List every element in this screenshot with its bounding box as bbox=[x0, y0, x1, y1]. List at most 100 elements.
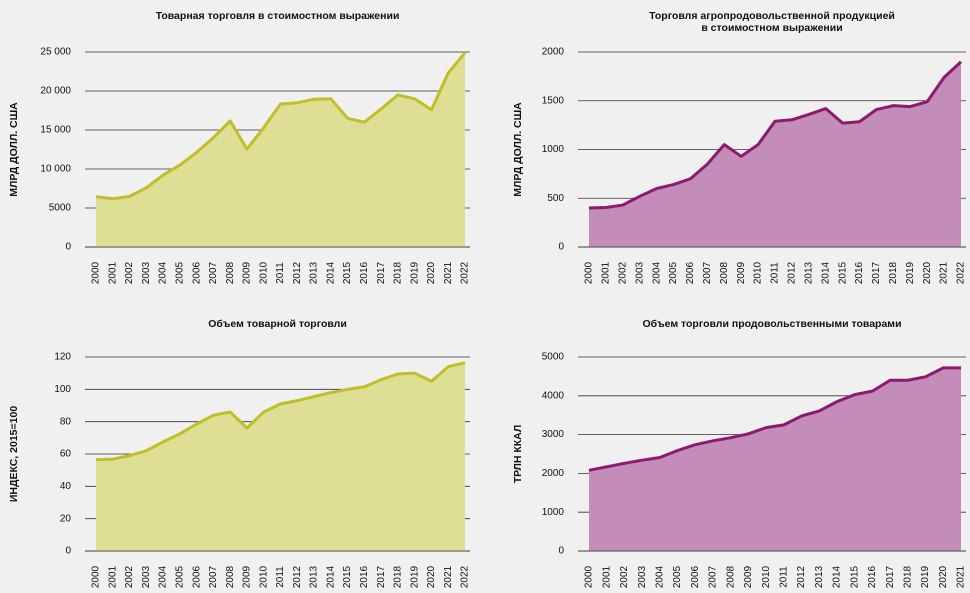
x-tick-label: 2002 bbox=[617, 261, 628, 284]
x-tick-label: 2015 bbox=[342, 261, 353, 284]
x-tick-label: 2006 bbox=[690, 565, 701, 588]
x-tick-label: 2003 bbox=[637, 565, 648, 588]
x-tick-label: 2011 bbox=[275, 262, 286, 284]
area bbox=[96, 362, 465, 551]
x-tick-label: 2008 bbox=[225, 565, 236, 588]
x-tick-label: 2003 bbox=[141, 261, 152, 284]
y-tick-label: 2000 bbox=[542, 468, 565, 479]
x-tick-label: 2004 bbox=[654, 565, 665, 588]
x-tick-label: 2007 bbox=[208, 261, 219, 284]
y-tick-label: 1500 bbox=[542, 95, 565, 106]
chart-title: Объем торговли продовольственными товара… bbox=[642, 318, 901, 330]
x-tick-label: 2014 bbox=[832, 565, 843, 588]
x-tick-label: 2012 bbox=[292, 261, 303, 284]
y-tick-label: 100 bbox=[54, 384, 71, 395]
chart-title: Товарная торговля в стоимостном выражени… bbox=[156, 10, 400, 22]
y-tick-label: 20 bbox=[60, 513, 72, 524]
x-tick-label: 2002 bbox=[619, 565, 630, 588]
y-axis-label: МЛРД ДОЛЛ. США bbox=[8, 102, 20, 197]
y-axis-label: МЛРД ДОЛЛ. США bbox=[512, 102, 524, 197]
x-tick-label: 2011 bbox=[778, 566, 789, 588]
x-tick-label: 2020 bbox=[426, 565, 437, 588]
x-tick-label: 2015 bbox=[837, 261, 848, 284]
x-tick-label: 2005 bbox=[175, 565, 186, 588]
x-tick-label: 2012 bbox=[292, 565, 303, 588]
x-tick-label: 2009 bbox=[736, 261, 747, 284]
x-tick-label: 2019 bbox=[409, 565, 420, 588]
x-tick-label: 2018 bbox=[888, 261, 899, 284]
y-tick-label: 0 bbox=[65, 546, 71, 557]
line bbox=[95, 51, 467, 201]
x-tick-label: 2002 bbox=[124, 261, 135, 284]
x-tick-label: 2000 bbox=[91, 565, 102, 588]
x-tick-label: 2013 bbox=[814, 565, 825, 588]
x-tick-label: 2001 bbox=[107, 565, 118, 588]
y-tick-label: 25 000 bbox=[40, 47, 71, 58]
x-tick-label: 2007 bbox=[708, 565, 719, 588]
y-tick-label: 0 bbox=[558, 242, 564, 253]
y-tick-label: 1000 bbox=[542, 144, 565, 155]
chart-title: Объем товарной торговли bbox=[208, 318, 347, 330]
x-tick-label: 2010 bbox=[753, 261, 764, 284]
x-tick-label: 2009 bbox=[743, 565, 754, 588]
y-tick-label: 0 bbox=[65, 242, 71, 253]
x-tick-label: 2011 bbox=[770, 262, 781, 284]
x-tick-label: 2000 bbox=[584, 565, 595, 588]
x-tick-label: 2022 bbox=[956, 261, 967, 284]
x-tick-label: 2003 bbox=[634, 261, 645, 284]
x-tick-label: 2016 bbox=[359, 261, 370, 284]
x-tick-label: 2015 bbox=[849, 565, 860, 588]
x-tick-label: 2010 bbox=[258, 565, 269, 588]
x-tick-label: 2006 bbox=[191, 261, 202, 284]
x-tick-label: 2013 bbox=[803, 261, 814, 284]
x-tick-label: 2017 bbox=[885, 565, 896, 588]
area bbox=[589, 61, 961, 247]
x-tick-label: 2008 bbox=[225, 261, 236, 284]
x-tick-label: 2001 bbox=[601, 565, 612, 588]
y-tick-label: 40 bbox=[60, 481, 72, 492]
x-tick-label: 2013 bbox=[309, 261, 320, 284]
x-tick-label: 2017 bbox=[376, 261, 387, 284]
x-tick-label: 2018 bbox=[393, 565, 404, 588]
x-tick-label: 2022 bbox=[460, 261, 471, 284]
x-tick-label: 2006 bbox=[685, 261, 696, 284]
x-tick-label: 2008 bbox=[719, 261, 730, 284]
x-tick-label: 2010 bbox=[761, 565, 772, 588]
x-tick-label: 2008 bbox=[725, 565, 736, 588]
x-tick-label: 2020 bbox=[922, 261, 933, 284]
y-tick-label: 2000 bbox=[542, 47, 565, 58]
x-tick-label: 2021 bbox=[443, 261, 454, 284]
area bbox=[96, 52, 465, 247]
y-tick-label: 20 000 bbox=[40, 86, 71, 97]
x-tick-label: 2016 bbox=[359, 565, 370, 588]
x-tick-label: 2007 bbox=[208, 565, 219, 588]
x-tick-label: 2003 bbox=[141, 565, 152, 588]
y-axis-label: ТРЛН ККАЛ bbox=[512, 425, 524, 484]
y-tick-label: 3000 bbox=[542, 429, 565, 440]
x-tick-label: 2000 bbox=[584, 261, 595, 284]
y-tick-label: 5000 bbox=[542, 352, 565, 363]
x-tick-label: 2017 bbox=[871, 261, 882, 284]
y-tick-label: 0 bbox=[558, 546, 564, 557]
x-tick-label: 2016 bbox=[867, 565, 878, 588]
x-tick-label: 2016 bbox=[854, 261, 865, 284]
y-tick-label: 10 000 bbox=[40, 164, 71, 175]
x-tick-label: 2019 bbox=[920, 565, 931, 588]
x-tick-label: 2002 bbox=[124, 565, 135, 588]
x-tick-label: 2004 bbox=[158, 565, 169, 588]
x-tick-label: 2019 bbox=[905, 261, 916, 284]
x-tick-label: 2007 bbox=[702, 261, 713, 284]
x-tick-label: 2005 bbox=[672, 565, 683, 588]
y-tick-label: 60 bbox=[60, 449, 72, 460]
x-tick-label: 2005 bbox=[175, 261, 186, 284]
x-tick-label: 2001 bbox=[107, 261, 118, 284]
y-tick-label: 4000 bbox=[542, 390, 565, 401]
x-tick-label: 2020 bbox=[426, 261, 437, 284]
chart-title: Торговля агропродовольственной продукцие… bbox=[649, 10, 895, 22]
y-tick-label: 1000 bbox=[542, 507, 565, 518]
y-tick-label: 5000 bbox=[49, 203, 72, 214]
y-tick-label: 500 bbox=[547, 193, 564, 204]
x-tick-label: 2012 bbox=[796, 565, 807, 588]
x-tick-label: 2020 bbox=[938, 565, 949, 588]
x-tick-label: 2022 bbox=[460, 565, 471, 588]
